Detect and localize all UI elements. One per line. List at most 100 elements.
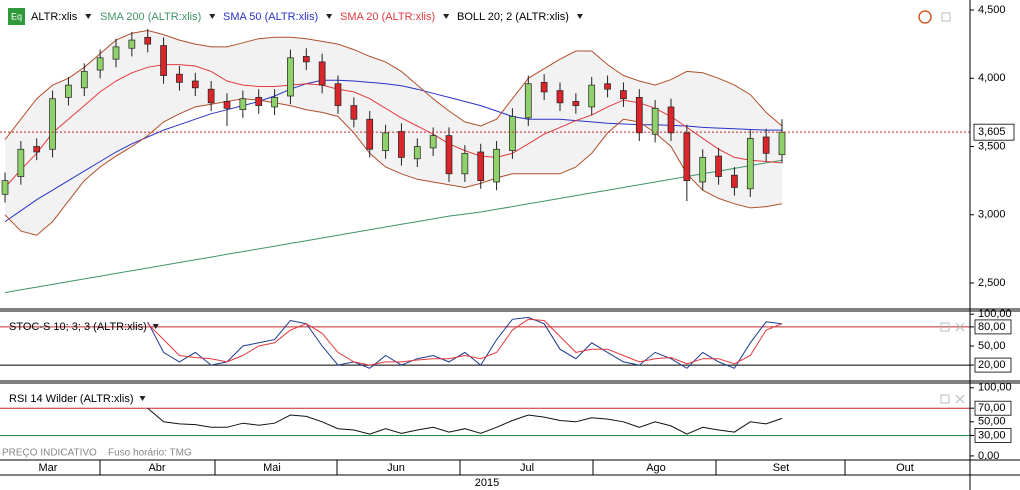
legend-entry: BOLL 20; 2 (ALTR:xlis) <box>457 11 569 23</box>
month-label: Ago <box>646 462 666 474</box>
panel-dropdown[interactable] <box>152 324 159 329</box>
candle-body <box>207 88 215 104</box>
legend-dropdown[interactable] <box>576 14 583 19</box>
candle-body <box>366 118 374 150</box>
y-tick-label: 3,000 <box>978 209 1006 221</box>
candle-body <box>17 148 25 177</box>
candle-body <box>318 61 326 86</box>
restore-icon[interactable] <box>941 12 951 22</box>
candle-body <box>271 97 278 108</box>
y-tick-label: 20,00 <box>978 359 1006 371</box>
candle-body <box>80 71 88 89</box>
level-label-box <box>974 400 1012 416</box>
panel-dropdown[interactable] <box>139 396 146 401</box>
y-tick-label: 4,000 <box>978 72 1006 84</box>
legend-entry: SMA 20 (ALTR:xlis) <box>340 11 435 23</box>
candle-body <box>65 84 72 98</box>
candle-body <box>635 97 643 134</box>
indicator-line <box>147 407 783 435</box>
clock-icon[interactable] <box>918 10 932 24</box>
sma-line <box>4 64 783 188</box>
candle-body <box>699 157 707 183</box>
candle-body <box>334 83 342 106</box>
footer-note: PREÇO INDICATIVO <box>2 448 97 459</box>
candle-body <box>128 39 136 49</box>
indicator-line <box>147 316 783 369</box>
candle-body <box>429 135 437 149</box>
y-tick-label: 3,500 <box>978 140 1006 152</box>
candle-body <box>731 174 738 188</box>
candle-body <box>33 146 41 153</box>
panel-close[interactable] <box>955 322 965 332</box>
candle-body <box>191 80 199 89</box>
y-tick-label: 100,00 <box>978 308 1012 320</box>
candle-body <box>572 101 580 106</box>
panel-close[interactable] <box>955 394 965 404</box>
month-label: Set <box>773 462 790 474</box>
candle-body <box>620 90 627 100</box>
y-tick-label: 80,00 <box>978 321 1006 333</box>
candle-body <box>255 97 263 106</box>
candle-body <box>176 73 183 83</box>
panel-restore[interactable] <box>940 394 950 404</box>
legend-entry: SMA 50 (ALTR:xlis) <box>223 11 318 23</box>
candle-body <box>144 36 152 45</box>
candle-body <box>778 131 786 156</box>
candle-body <box>398 131 405 158</box>
y-tick-label: 0,00 <box>978 450 999 462</box>
candle-body <box>667 106 675 134</box>
candle-body <box>112 46 120 60</box>
candle-body <box>683 132 691 181</box>
candle-body <box>493 148 500 183</box>
candle-body <box>604 83 611 90</box>
legend-dropdown[interactable] <box>209 14 216 19</box>
month-label: Out <box>896 462 914 474</box>
candle-body <box>556 90 564 104</box>
candle-body <box>746 137 754 190</box>
level-label-box <box>974 357 1012 373</box>
year-label: 2015 <box>475 477 499 489</box>
legend-dropdown[interactable] <box>326 14 333 19</box>
panel-title: RSI 14 Wilder (ALTR:xlis) <box>9 393 133 405</box>
candle-body <box>160 45 167 76</box>
footer-timezone: Fuso horário: TMG <box>108 448 192 459</box>
candle-body <box>239 98 247 111</box>
candle-body <box>461 152 469 175</box>
indicator-line <box>147 318 783 366</box>
sma-line <box>4 159 783 294</box>
last-price-label: 3,605 <box>978 126 1006 138</box>
legend-dropdown[interactable] <box>443 14 450 19</box>
y-tick-label: 4,500 <box>978 4 1006 16</box>
candle-body <box>1 180 9 195</box>
month-label: Mai <box>263 462 281 474</box>
legend-dropdown[interactable] <box>85 14 92 19</box>
month-label: Mar <box>39 462 58 474</box>
candle-body <box>540 82 548 93</box>
legend-entry: ALTR:xlis <box>31 11 78 23</box>
level-label-box <box>974 319 1012 335</box>
panel-title: STOC-S 10; 3; 3 (ALTR:xlis) <box>9 321 147 333</box>
last-price-box <box>973 123 1015 141</box>
y-tick-label: 70,00 <box>978 402 1006 414</box>
y-tick-label: 2,500 <box>978 277 1006 289</box>
candle-body <box>223 101 231 109</box>
y-tick-label: 100,00 <box>978 382 1012 394</box>
candle-body <box>287 57 294 97</box>
panel-restore[interactable] <box>940 322 950 332</box>
candle-body <box>762 136 770 154</box>
month-label: Jun <box>387 462 405 474</box>
candle-body <box>524 83 532 119</box>
icon <box>8 8 25 25</box>
candle-body <box>382 132 389 151</box>
candle-body <box>509 116 516 151</box>
candle-body <box>651 107 659 135</box>
candle-body <box>715 155 722 177</box>
candle-body <box>413 146 421 160</box>
candle-body <box>96 57 104 71</box>
candle-body <box>350 105 358 120</box>
icon-label: Eq <box>11 11 22 21</box>
y-tick-label: 50,00 <box>978 340 1006 352</box>
legend-entry: SMA 200 (ALTR:xlis) <box>100 11 201 23</box>
